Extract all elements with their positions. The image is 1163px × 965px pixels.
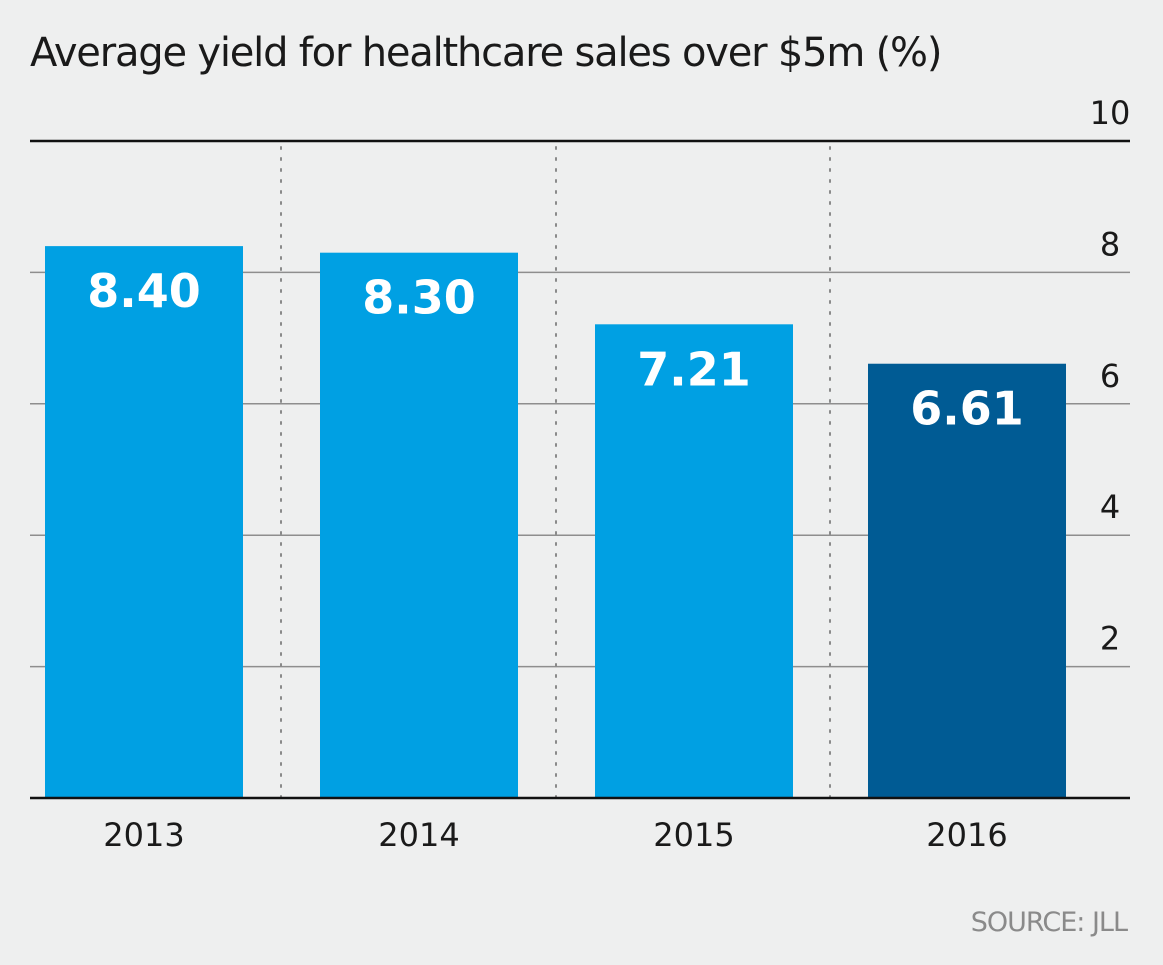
y-tick-label-10: 10 [1090, 94, 1131, 132]
x-axis-tick-labels: 2013 2014 2015 2016 [103, 816, 1007, 854]
axes [30, 139, 1130, 800]
y-tick-label-8: 8 [1100, 225, 1120, 263]
source-note: SOURCE: JLL [970, 907, 1128, 938]
value-label-2016: 6.61 [910, 382, 1024, 436]
value-label-2014: 8.30 [362, 271, 476, 325]
value-labels: 8.40 8.30 7.21 6.61 [87, 264, 1024, 436]
bar-2013 [45, 246, 243, 798]
chart-title: Average yield for healthcare sales over … [30, 30, 942, 76]
x-tick-label-2014: 2014 [378, 816, 459, 854]
bar-2015 [595, 324, 793, 798]
value-label-2013: 8.40 [87, 264, 201, 318]
x-tick-label-2016: 2016 [926, 816, 1007, 854]
y-tick-label-6: 6 [1100, 357, 1120, 395]
y-tick-label-4: 4 [1100, 488, 1120, 526]
x-tick-label-2013: 2013 [103, 816, 184, 854]
y-axis-tick-labels: 2 4 6 8 10 [1090, 94, 1131, 658]
bar-2016 [868, 363, 1066, 798]
value-label-2015: 7.21 [637, 342, 751, 396]
bar-2014 [320, 252, 518, 798]
y-tick-label-2: 2 [1100, 620, 1120, 658]
x-tick-label-2015: 2015 [653, 816, 734, 854]
bars [45, 246, 1066, 798]
